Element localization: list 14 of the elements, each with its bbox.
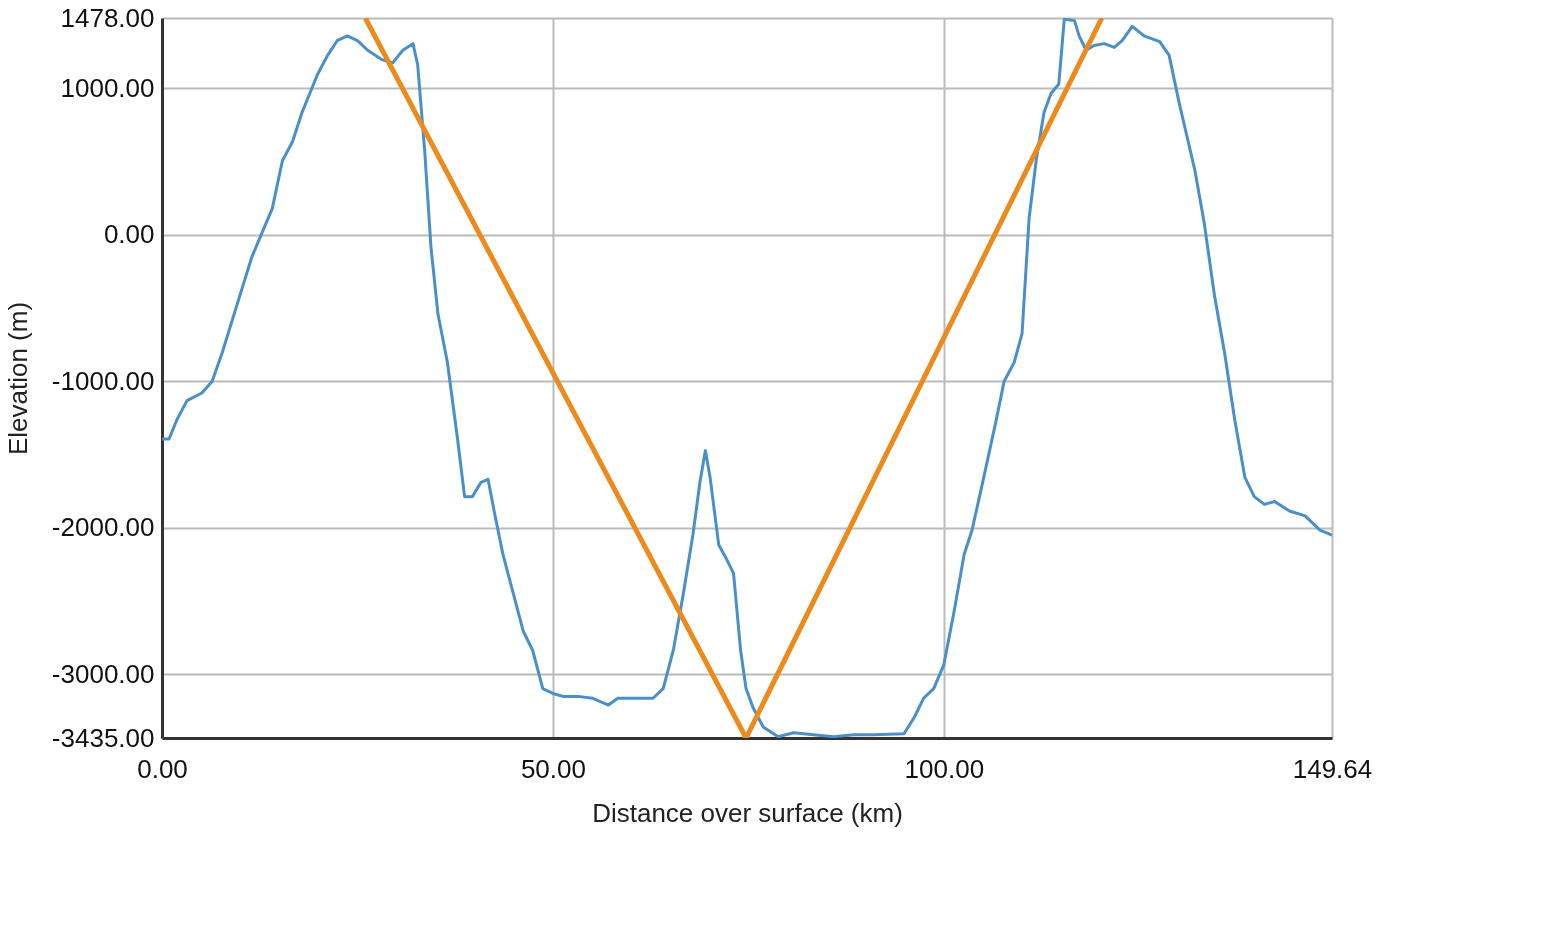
x-tick-label: 100.00	[904, 753, 985, 784]
x-tick-label: 149.64	[1292, 753, 1373, 784]
y-tick-label: 1000.00	[60, 72, 155, 103]
x-tick-label: 0.00	[137, 753, 188, 784]
y-tick-label: -2000.00	[51, 512, 155, 543]
y-tick-label: -3000.00	[51, 658, 155, 689]
x-tick-label: 50.00	[520, 753, 586, 784]
line-series	[162, 18, 1332, 738]
y-tick-label: -3435.00	[51, 722, 155, 753]
y-tick-label: 1478.00	[60, 2, 155, 33]
y-tick-label: -1000.00	[51, 365, 155, 396]
y-tick-label: 0.00	[103, 219, 155, 250]
x-axis-title: Distance over surface (km)	[592, 797, 903, 828]
y-axis-title: Elevation (m)	[2, 301, 33, 456]
